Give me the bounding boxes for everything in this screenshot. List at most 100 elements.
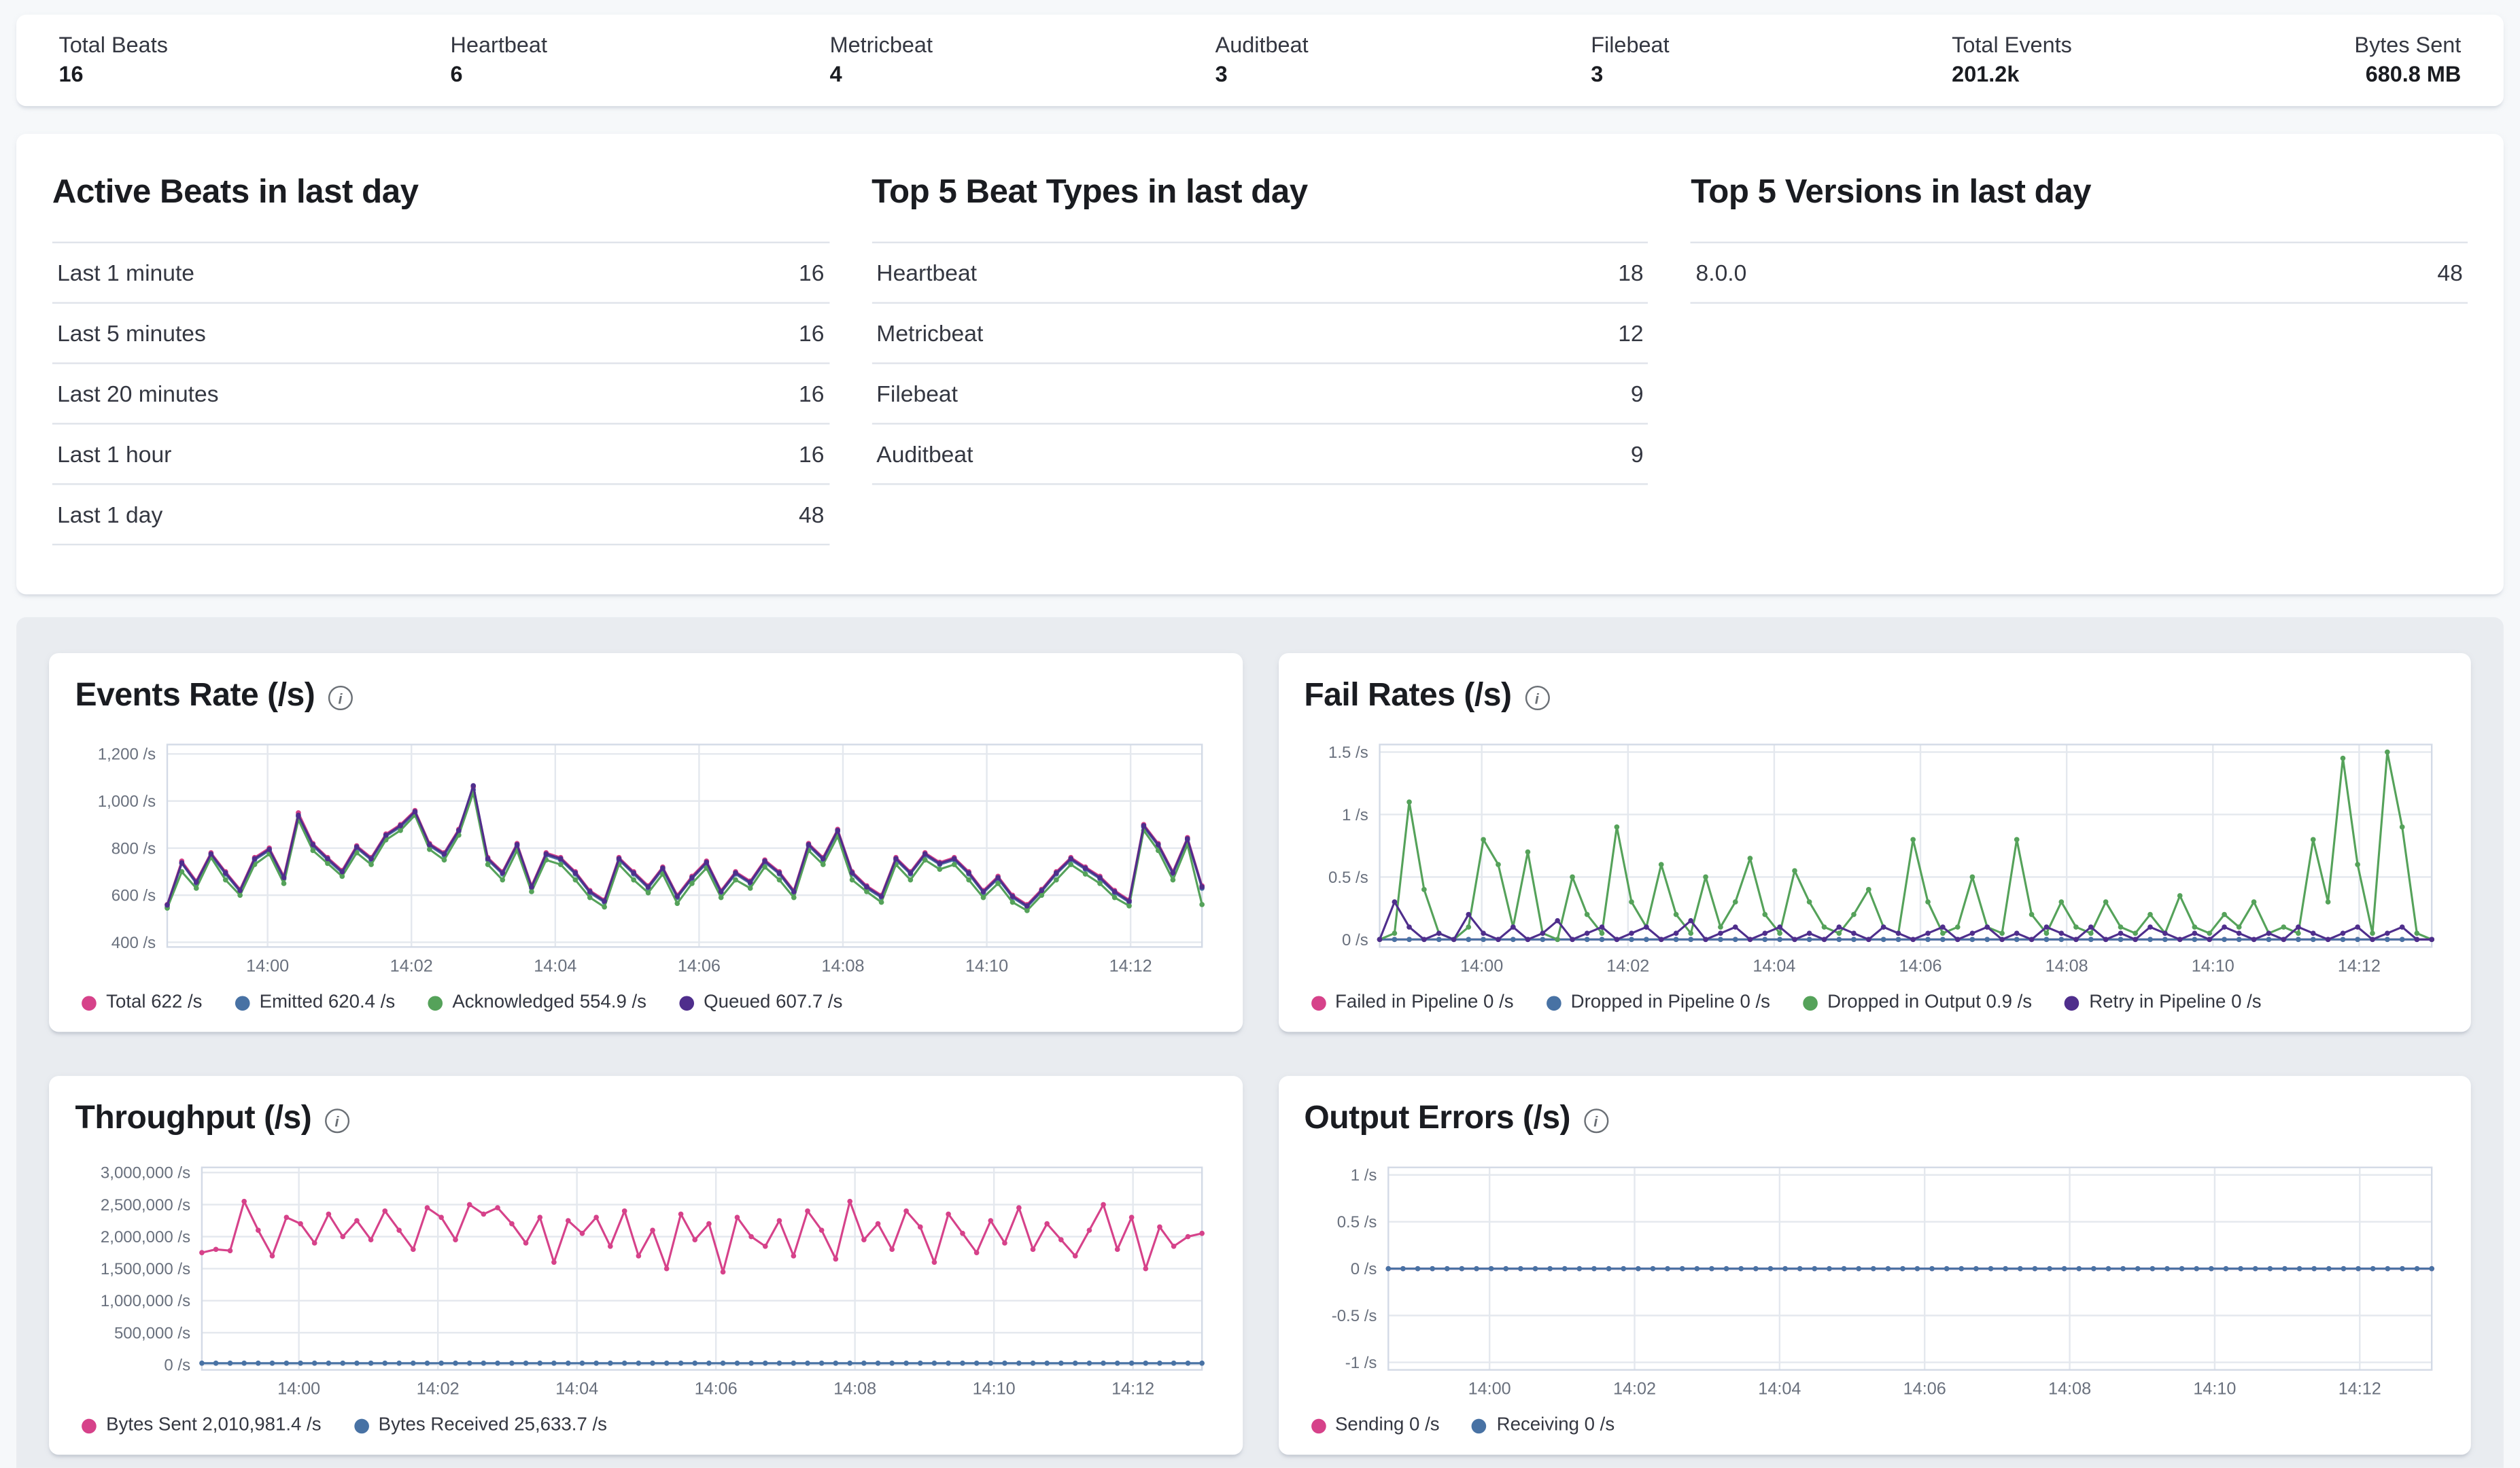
row-value: 9 — [1630, 380, 1644, 407]
legend-item-emitted-620-4-s[interactable]: Emitted 620.4 /s — [235, 993, 395, 1012]
row-value: 48 — [2437, 259, 2463, 286]
row-label: Last 1 hour — [57, 440, 172, 468]
svg-text:600 /s: 600 /s — [111, 887, 156, 905]
legend-item-dropped-in-output-0-9-s[interactable]: Dropped in Output 0.9 /s — [1803, 993, 2032, 1012]
events-rate-chart-card: Events Rate (/s) i 1,200 /s 1,000 /s 800 /… — [49, 652, 1243, 1032]
beat-types-table: Top 5 Beat Types in last day Heartbeat 18… — [871, 173, 1649, 546]
events-rate-line-chart[interactable]: 1,200 /s 1,000 /s 800 /s 600 /s 400 /s 14:00 1… — [75, 731, 1215, 979]
svg-text:14:12: 14:12 — [2337, 956, 2380, 975]
svg-text:14:04: 14:04 — [555, 1380, 598, 1399]
fail-rates-line-chart[interactable]: 1.5 /s 1 /s 0.5 /s 0 /s 14:00 14:02 14:04 14:06… — [1304, 731, 2444, 979]
summary-stat-auditbeat: Auditbeat 3 — [1215, 33, 1309, 86]
legend-item-retry-in-pipeline-0-s[interactable]: Retry in Pipeline 0 /s — [2065, 992, 2262, 1013]
svg-text:14:10: 14:10 — [965, 956, 1008, 975]
legend-dot-icon — [1472, 1418, 1487, 1433]
svg-text:14:10: 14:10 — [2191, 956, 2234, 975]
row-label: Last 5 minutes — [57, 319, 206, 347]
legend-item-total-622-s[interactable]: Total 622 /s — [82, 992, 203, 1013]
legend-label: Failed in Pipeline 0 /s — [1334, 992, 1514, 1013]
info-icon[interactable]: i — [1583, 1108, 1608, 1134]
legend-label: Retry in Pipeline 0 /s — [2089, 992, 2262, 1013]
svg-text:14:00: 14:00 — [246, 956, 289, 975]
stat-value: 680.8 MB — [2365, 62, 2462, 87]
row-value: 16 — [798, 380, 825, 407]
legend-item-sending-0-s[interactable]: Sending 0 /s — [1310, 1415, 1440, 1435]
legend-item-acknowledged-554-9-s[interactable]: Acknowledged 554.9 /s — [428, 992, 647, 1013]
row-value: 9 — [1630, 440, 1644, 468]
output-errors-chart-card: Output Errors (/s) i 1 /s 0.5 /s 0 /s -0.5 … — [1277, 1076, 2471, 1455]
svg-text:14:00: 14:00 — [1460, 956, 1502, 975]
legend-dot-icon — [82, 1418, 97, 1433]
legend-item-queued-607-7-s[interactable]: Queued 607.7 /s — [679, 992, 843, 1013]
events-rate-title: Events Rate (/s) — [75, 677, 315, 714]
stat-label: Filebeat — [1591, 33, 1670, 58]
svg-text:14:08: 14:08 — [2048, 1380, 2090, 1399]
svg-text:14:06: 14:06 — [678, 956, 721, 975]
legend-label: Acknowledged 554.9 /s — [452, 992, 647, 1013]
table-row: Last 1 minute 16 — [52, 241, 829, 304]
info-icon[interactable]: i — [324, 1108, 349, 1134]
table-row: Last 1 hour 16 — [52, 425, 829, 485]
table-row: Filebeat 9 — [871, 364, 1649, 425]
legend-dot-icon — [1546, 995, 1561, 1010]
versions-table: Top 5 Versions in last day 8.0.0 48 — [1691, 173, 2468, 546]
svg-text:1.5 /s: 1.5 /s — [1328, 744, 1368, 762]
table-row: Last 5 minutes 16 — [52, 304, 829, 364]
beat-types-rows: Heartbeat 18 Metricbeat 12 Filebeat 9 Auditbea… — [871, 241, 1649, 485]
stat-label: Bytes Sent — [2354, 33, 2462, 58]
stat-value: 6 — [450, 62, 463, 87]
active-beats-title: Active Beats in last day — [52, 173, 419, 211]
svg-text:14:12: 14:12 — [1109, 956, 1152, 975]
info-icon[interactable]: i — [1524, 686, 1549, 711]
legend-item-bytes-received-25-633-7-s[interactable]: Bytes Received 25,633.7 /s — [353, 1416, 607, 1435]
svg-text:500,000 /s: 500,000 /s — [114, 1324, 190, 1342]
row-label: Auditbeat — [876, 440, 973, 468]
svg-text:14:02: 14:02 — [1612, 1380, 1655, 1399]
legend-item-receiving-0-s[interactable]: Receiving 0 /s — [1472, 1416, 1615, 1435]
table-row: Auditbeat 9 — [871, 425, 1649, 485]
svg-text:14:08: 14:08 — [2044, 956, 2087, 975]
legend-label: Sending 0 /s — [1334, 1415, 1440, 1435]
info-icon[interactable]: i — [328, 686, 353, 711]
table-row: Last 1 day 48 — [52, 485, 829, 546]
row-label: Metricbeat — [876, 319, 984, 347]
output-errors-line-chart[interactable]: 1 /s 0.5 /s 0 /s -0.5 /s -1 /s 14:00 14:02 14:0… — [1304, 1154, 2444, 1402]
row-value: 18 — [1618, 259, 1644, 286]
output-errors-title: Output Errors (/s) — [1304, 1100, 1571, 1137]
stat-value: 3 — [1215, 62, 1228, 87]
legend-dot-icon — [679, 995, 694, 1010]
legend-label: Receiving 0 /s — [1496, 1415, 1615, 1435]
stat-label: Total Beats — [58, 33, 168, 58]
table-row: Last 20 minutes 16 — [52, 364, 829, 425]
legend-item-failed-in-pipeline-0-s[interactable]: Failed in Pipeline 0 /s — [1310, 992, 1514, 1013]
svg-text:2,000,000 /s: 2,000,000 /s — [101, 1228, 190, 1246]
row-value: 48 — [798, 501, 825, 527]
stat-value: 4 — [829, 62, 842, 87]
row-label: Last 1 day — [57, 501, 163, 527]
svg-text:1,500,000 /s: 1,500,000 /s — [101, 1260, 190, 1278]
legend-dot-icon — [428, 995, 443, 1010]
legend-label: Total 622 /s — [106, 992, 203, 1013]
svg-text:14:08: 14:08 — [821, 956, 864, 975]
svg-text:14:04: 14:04 — [1752, 956, 1795, 975]
legend-item-bytes-sent-2-010-981-4-s[interactable]: Bytes Sent 2,010,981.4 /s — [82, 1416, 322, 1435]
active-beats-rows: Last 1 minute 16 Last 5 minutes 16 Last 20 m… — [52, 241, 829, 546]
svg-text:14:06: 14:06 — [695, 1380, 738, 1399]
svg-text:14:00: 14:00 — [1467, 1380, 1510, 1399]
svg-text:14:10: 14:10 — [973, 1380, 1016, 1399]
summary-stat-total-beats: Total Beats 16 — [58, 33, 167, 86]
active-beats-table: Active Beats in last day Last 1 minute 16… — [52, 173, 829, 546]
svg-text:14:12: 14:12 — [1111, 1380, 1154, 1399]
svg-text:14:08: 14:08 — [833, 1380, 876, 1399]
table-row: Metricbeat 12 — [871, 304, 1649, 364]
svg-text:0.5 /s: 0.5 /s — [1336, 1213, 1377, 1231]
legend-dot-icon — [1310, 995, 1326, 1010]
svg-text:0.5 /s: 0.5 /s — [1328, 869, 1368, 887]
table-row: Heartbeat 18 — [871, 241, 1649, 304]
legend-item-dropped-in-pipeline-0-s[interactable]: Dropped in Pipeline 0 /s — [1546, 993, 1770, 1012]
legend-dot-icon — [82, 995, 97, 1010]
throughput-line-chart[interactable]: 3,000,000 /s 2,500,000 /s 2,000,000 /s 1,50… — [75, 1154, 1215, 1402]
legend-label: Queued 607.7 /s — [704, 992, 843, 1013]
stat-value: 3 — [1591, 62, 1604, 87]
